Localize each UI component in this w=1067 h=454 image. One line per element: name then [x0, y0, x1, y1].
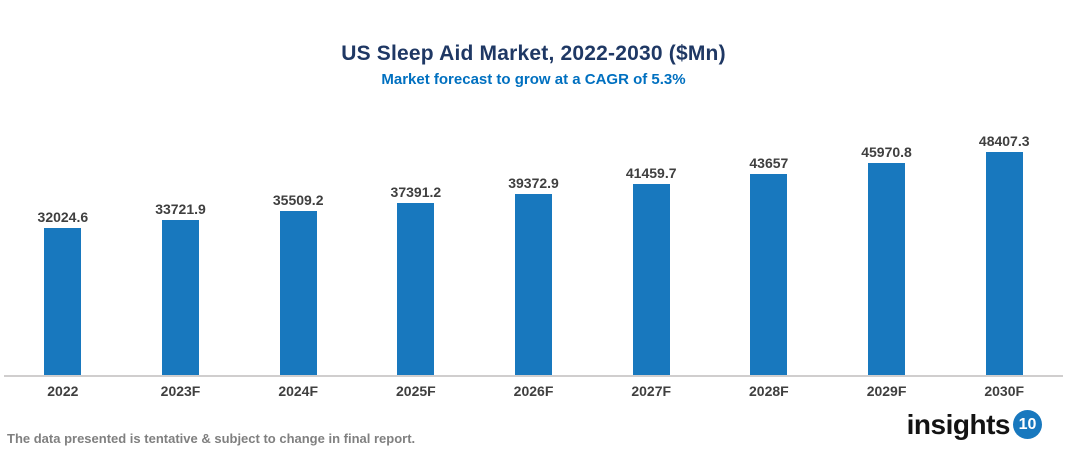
x-axis-tick-label: 2028F — [749, 383, 789, 399]
bar — [397, 202, 435, 375]
bar-column: 41459.7 — [592, 165, 710, 375]
logo-text: insights — [906, 408, 1011, 440]
logo-badge-10: 10 — [1013, 410, 1042, 439]
bars-area: 32024.6 33721.9 35509.2 37391.2 39372.9 41459… — [0, 89, 1067, 375]
chart-title: US Sleep Aid Market, 2022-2030 ($Mn) — [341, 42, 726, 65]
x-axis-tick-labels: 2022 2023F 2024F 2025F 2026F 2027F 2028F 2029F 2… — [0, 377, 1067, 399]
bar-value-label: 43657 — [749, 154, 789, 171]
bar-value-label: 45970.8 — [861, 144, 912, 161]
bar — [750, 173, 788, 375]
bar-value-label: 39372.9 — [508, 174, 559, 191]
chart-header: US Sleep Aid Market, 2022-2030 ($Mn) Mar… — [0, 0, 1067, 89]
bar-column: 35509.2 — [239, 192, 357, 375]
bar — [632, 184, 670, 375]
bar — [162, 219, 199, 375]
bar-column: 48407.3 — [945, 133, 1063, 375]
bar-value-label: 48407.3 — [978, 133, 1030, 149]
bar-column: 32024.6 — [4, 208, 122, 375]
bar-value-label: 32024.6 — [37, 208, 89, 225]
bar-value-label: 35509.2 — [272, 192, 324, 209]
bar-column: 39372.9 — [475, 175, 593, 375]
disclaimer-text: The data presented is tentative & subjec… — [7, 431, 416, 446]
bar-chart: 32024.6 33721.9 35509.2 37391.2 39372.9 41459… — [0, 89, 1067, 399]
bar — [44, 227, 82, 375]
bar-column: 45970.8 — [828, 144, 946, 375]
bar-column: 33721.9 — [122, 201, 240, 375]
bar — [279, 211, 317, 375]
x-axis-tick-label: 2023F — [160, 383, 201, 399]
x-axis-tick-label: 2030F — [984, 383, 1025, 399]
bar — [515, 193, 553, 375]
bar-value-label: 41459.7 — [625, 165, 677, 181]
x-axis-tick-label: 2029F — [866, 383, 907, 399]
bar-value-label: 37391.2 — [390, 183, 442, 200]
bar-column: 37391.2 — [357, 184, 475, 375]
bar-column: 43657 — [710, 155, 828, 375]
x-axis-line — [4, 375, 1063, 377]
x-axis-tick-label: 2027F — [631, 383, 672, 399]
x-axis-tick-label: 2026F — [513, 383, 554, 399]
chart-subtitle: Market forecast to grow at a CAGR of 5.3… — [381, 71, 686, 88]
bar — [985, 152, 1023, 375]
bar-value-label: 33721.9 — [155, 200, 206, 217]
bar — [868, 163, 906, 375]
x-axis-tick-label: 2024F — [278, 383, 319, 399]
insights10-logo: insights 10 — [907, 410, 1042, 439]
x-axis-tick-label: 2025F — [396, 383, 436, 399]
x-axis-tick-label: 2022 — [47, 383, 79, 399]
